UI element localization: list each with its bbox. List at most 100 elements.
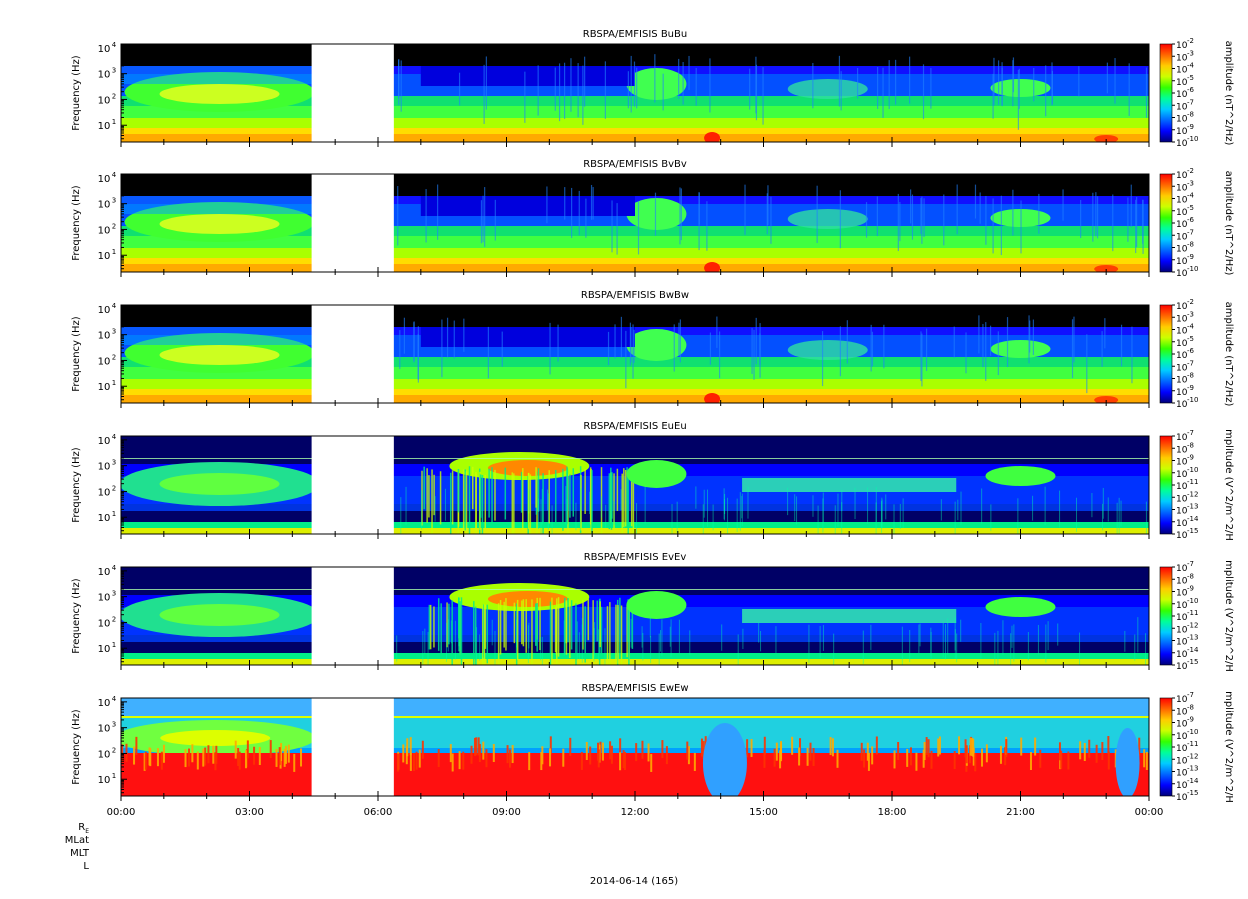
y-tick-label: 10 xyxy=(98,225,111,236)
y-tick-label: 10 xyxy=(98,305,111,316)
spectrogram-image xyxy=(121,44,1149,142)
colorbar-tick-exponent: -9 xyxy=(1187,585,1194,593)
colorbar-tick-exponent: -4 xyxy=(1187,62,1195,70)
colorbar-tick-label: 10 xyxy=(1176,115,1188,125)
y-tick-label: 10 xyxy=(98,95,111,106)
y-tick-label: 10 xyxy=(98,487,111,498)
colorbar-tick-label: 10 xyxy=(1176,650,1188,660)
y-tick-exponent: 3 xyxy=(112,721,116,729)
y-axis-label: Frequency (Hz) xyxy=(71,55,82,131)
x-tick-label: 18:00 xyxy=(878,807,907,818)
colorbar-tick-label: 10 xyxy=(1176,707,1188,717)
y-tick-label: 10 xyxy=(98,593,111,604)
colorbar-tick-exponent: -7 xyxy=(1187,691,1194,699)
colorbar-tick-label: 10 xyxy=(1176,458,1188,468)
colorbar-tick-label: 10 xyxy=(1176,66,1188,76)
colorbar-tick-label: 10 xyxy=(1176,302,1188,312)
colorbar-tick-label: 10 xyxy=(1176,695,1188,705)
colorbar-tick-label: 10 xyxy=(1176,220,1188,230)
y-tick-label: 10 xyxy=(98,251,111,262)
y-tick-exponent: 3 xyxy=(112,197,116,205)
colorbar-tick-label: 10 xyxy=(1176,314,1188,324)
spectrogram-image xyxy=(121,436,1149,534)
colorbar-tick-exponent: -5 xyxy=(1187,74,1194,82)
y-tick-label: 10 xyxy=(98,331,111,342)
y-tick-label: 10 xyxy=(98,70,111,81)
spectrogram-image xyxy=(121,567,1149,665)
y-tick-exponent: 1 xyxy=(112,118,116,126)
colorbar-tick-exponent: -4 xyxy=(1187,192,1195,200)
panel-title: RBSPA/EMFISIS BvBv xyxy=(583,159,687,170)
colorbar-tick-label: 10 xyxy=(1176,576,1188,586)
y-tick-label: 10 xyxy=(98,121,111,132)
colorbar-tick-exponent: -7 xyxy=(1187,359,1194,367)
y-tick-exponent: 4 xyxy=(112,302,117,310)
colorbar-tick-label: 10 xyxy=(1176,494,1188,504)
colorbar-tick-label: 10 xyxy=(1176,351,1188,361)
colorbar-tick-exponent: -15 xyxy=(1187,527,1198,535)
colorbar-tick-label: 10 xyxy=(1176,756,1188,766)
colorbar-tick-exponent: -12 xyxy=(1187,490,1198,498)
panel-title: RBSPA/EMFISIS BwBw xyxy=(581,290,689,301)
y-tick-exponent: 1 xyxy=(112,248,116,256)
colorbar-tick-exponent: -4 xyxy=(1187,323,1195,331)
colorbar-tick-exponent: -5 xyxy=(1187,335,1194,343)
spectrogram-image xyxy=(121,305,1149,403)
colorbar-tick-exponent: -9 xyxy=(1187,384,1194,392)
ephemeris-label-l: L xyxy=(83,861,89,872)
y-tick-label: 10 xyxy=(98,724,111,735)
colorbar-tick-exponent: -5 xyxy=(1187,204,1194,212)
x-tick-label: 00:00 xyxy=(1135,807,1164,818)
colorbar-tick-exponent: -8 xyxy=(1187,111,1194,119)
colorbar-tick-label: 10 xyxy=(1176,127,1188,137)
colorbar-tick-exponent: -9 xyxy=(1187,716,1194,724)
colorbar xyxy=(1159,566,1173,666)
colorbar-tick-label: 10 xyxy=(1176,183,1188,193)
colorbar-tick-exponent: -8 xyxy=(1187,572,1194,580)
colorbar-tick-label: 10 xyxy=(1176,90,1188,100)
y-tick-label: 10 xyxy=(98,462,111,473)
ephemeris-label-mlat: MLat xyxy=(65,835,89,846)
colorbar-tick-label: 10 xyxy=(1176,445,1188,455)
colorbar-tick-exponent: -13 xyxy=(1187,765,1198,773)
y-tick-exponent: 1 xyxy=(112,772,116,780)
colorbar xyxy=(1159,173,1173,273)
y-tick-exponent: 2 xyxy=(112,484,116,492)
y-tick-label: 10 xyxy=(98,356,111,367)
colorbar-tick-exponent: -14 xyxy=(1187,646,1199,654)
colorbar-tick-exponent: -9 xyxy=(1187,123,1194,131)
y-tick-label: 10 xyxy=(98,513,111,524)
y-tick-exponent: 2 xyxy=(112,353,116,361)
x-tick-label: 09:00 xyxy=(492,807,521,818)
colorbar-tick-label: 10 xyxy=(1176,732,1188,742)
colorbar-tick-label: 10 xyxy=(1176,171,1188,181)
colorbar-tick-exponent: -13 xyxy=(1187,503,1198,511)
y-axis-label: Frequency (Hz) xyxy=(71,578,82,654)
colorbar-tick-exponent: -2 xyxy=(1187,298,1194,306)
colorbar-tick-exponent: -10 xyxy=(1187,728,1198,736)
y-tick-exponent: 2 xyxy=(112,746,116,754)
colorbar-tick-label: 10 xyxy=(1176,769,1188,779)
colorbar-tick-exponent: -9 xyxy=(1187,253,1194,261)
colorbar-tick-label: 10 xyxy=(1176,400,1188,410)
colorbar-label: mplitude (V^2/m^2/H xyxy=(1223,560,1234,672)
x-axis: 2014-06-14 (165) RE MLat MLT L 00:00 03:0… xyxy=(65,807,1164,887)
y-tick-label: 10 xyxy=(98,698,111,709)
y-tick-exponent: 4 xyxy=(112,41,117,49)
date-label: 2014-06-14 (165) xyxy=(590,876,678,887)
y-tick-label: 10 xyxy=(98,775,111,786)
x-tick-label: 15:00 xyxy=(749,807,778,818)
y-tick-exponent: 4 xyxy=(112,564,117,572)
y-axis-label: Frequency (Hz) xyxy=(71,709,82,785)
colorbar-label: amplitude (nT^2/Hz) xyxy=(1223,41,1234,146)
colorbar-tick-label: 10 xyxy=(1176,613,1188,623)
y-tick-exponent: 3 xyxy=(112,328,116,336)
colorbar-tick-exponent: -14 xyxy=(1187,777,1199,785)
colorbar-tick-exponent: -6 xyxy=(1187,86,1195,94)
